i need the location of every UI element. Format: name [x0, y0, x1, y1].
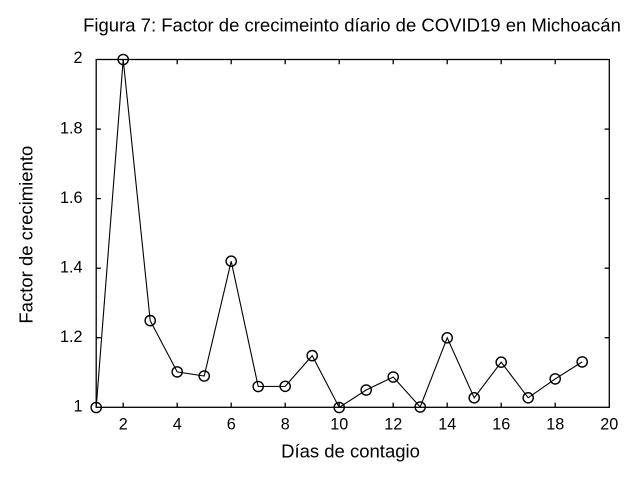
- svg-text:16: 16: [492, 416, 510, 434]
- svg-text:1.4: 1.4: [60, 258, 83, 276]
- svg-text:1.6: 1.6: [60, 189, 83, 207]
- svg-text:8: 8: [281, 416, 290, 434]
- svg-text:6: 6: [227, 416, 236, 434]
- svg-text:20: 20: [600, 416, 618, 434]
- svg-text:1: 1: [73, 398, 82, 416]
- svg-text:1.8: 1.8: [60, 119, 83, 137]
- svg-text:4: 4: [173, 416, 182, 434]
- svg-text:1.2: 1.2: [60, 328, 83, 346]
- svg-text:Figura 7: Factor de crecimeint: Figura 7: Factor de crecimeinto díario d…: [83, 14, 621, 35]
- svg-text:2: 2: [119, 416, 128, 434]
- svg-text:Factor de crecimiento: Factor de crecimiento: [15, 146, 36, 324]
- svg-text:12: 12: [384, 416, 402, 434]
- svg-text:14: 14: [438, 416, 456, 434]
- svg-text:10: 10: [330, 416, 348, 434]
- svg-text:Días de contagio: Días de contagio: [281, 441, 420, 462]
- svg-text:2: 2: [73, 49, 82, 67]
- svg-text:18: 18: [546, 416, 564, 434]
